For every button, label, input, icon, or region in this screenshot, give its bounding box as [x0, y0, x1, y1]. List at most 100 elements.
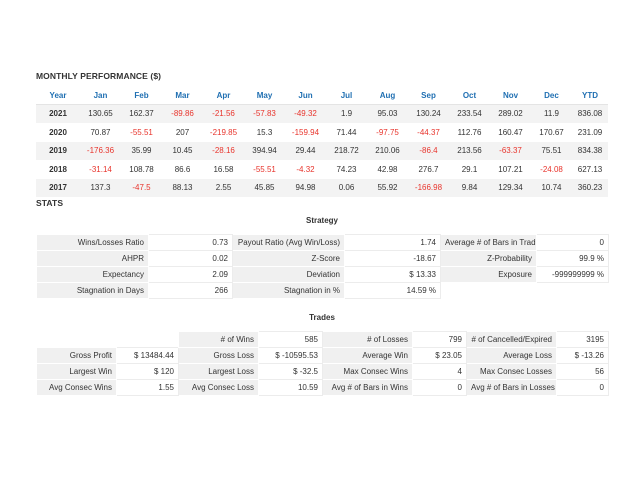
monthly-value-cell: -44.37 [408, 123, 449, 142]
strategy-label: AHPR [36, 250, 149, 267]
monthly-value-cell: 95.03 [367, 104, 408, 124]
monthly-value-cell: -24.08 [531, 160, 572, 179]
monthly-value-cell: 10.45 [162, 141, 203, 161]
trades-label: Avg Consec Loss [178, 379, 259, 396]
monthly-value-cell: 129.34 [490, 178, 531, 198]
monthly-value-cell: 16.58 [203, 160, 244, 179]
trades-label: Avg # of Bars in Losses [466, 379, 557, 396]
monthly-row: 2017 137.3 -47.5 88.13 2.55 45.85 94.98 0.06 55.… [36, 178, 608, 198]
monthly-year-cell: 2020 [36, 123, 80, 142]
strategy-label: Stagnation in Days [36, 282, 149, 299]
monthly-year-cell: 2019 [36, 141, 80, 161]
monthly-value-cell: 0.06 [326, 178, 367, 198]
monthly-value-cell: 160.47 [490, 123, 531, 142]
monthly-value-cell: 94.98 [285, 178, 326, 198]
monthly-value-cell: 170.67 [531, 123, 572, 142]
monthly-value-cell: -47.5 [121, 178, 162, 198]
monthly-value-cell: 45.85 [244, 178, 285, 198]
trades-label: Largest Loss [178, 363, 259, 380]
trades-table: # of Wins 585 # of Losses 799 # of Cancelled… [36, 331, 609, 396]
monthly-value-cell: 70.87 [80, 123, 121, 142]
strategy-value: 14.59 % [344, 282, 441, 299]
monthly-value-cell: 107.21 [490, 160, 531, 179]
strategy-value: $ 13.33 [344, 266, 441, 283]
monthly-year-cell: 2021 [36, 104, 80, 124]
strategy-value: -18.67 [344, 250, 441, 267]
strategy-value: -999999999 % [536, 266, 609, 283]
monthly-value-cell: 289.02 [490, 104, 531, 124]
monthly-header-oct: Oct [449, 86, 490, 105]
trades-label: Average Loss [466, 347, 557, 364]
monthly-header-may: May [244, 86, 285, 105]
monthly-value-cell: -89.86 [162, 104, 203, 124]
monthly-value-cell: 207 [162, 123, 203, 142]
monthly-value-cell: -176.36 [80, 141, 121, 161]
monthly-header-apr: Apr [203, 86, 244, 105]
strategy-label: Exposure [440, 266, 537, 283]
monthly-value-cell: 55.92 [367, 178, 408, 198]
monthly-value-cell: 86.6 [162, 160, 203, 179]
monthly-header-dec: Dec [531, 86, 572, 105]
monthly-value-cell: 836.08 [572, 104, 608, 124]
monthly-year-cell: 2018 [36, 160, 80, 179]
monthly-header-sep: Sep [408, 86, 449, 105]
monthly-value-cell: 11.9 [531, 104, 572, 124]
trades-value: 10.59 [258, 379, 323, 396]
monthly-header-mar: Mar [162, 86, 203, 105]
stats-title: STATS [36, 198, 64, 208]
trades-label: Max Consec Losses [466, 363, 557, 380]
trades-row: Avg Consec Wins 1.55 Avg Consec Loss 10.59 A… [36, 379, 609, 396]
trades-value: 0 [412, 379, 467, 396]
strategy-label: Payout Ratio (Avg Win/Loss) [232, 234, 345, 251]
trades-value: 56 [556, 363, 609, 380]
strategy-value [536, 282, 609, 299]
trades-value [116, 331, 179, 348]
trades-label: Average Win [322, 347, 413, 364]
trades-label: # of Wins [178, 331, 259, 348]
trades-row: Gross Profit $ 13484.44 Gross Loss $ -10595… [36, 347, 609, 364]
monthly-value-cell: 75.51 [531, 141, 572, 161]
trades-value: 4 [412, 363, 467, 380]
monthly-value-cell: 137.3 [80, 178, 121, 198]
trades-label: Avg Consec Wins [36, 379, 117, 396]
trades-value: $ -10595.53 [258, 347, 323, 364]
monthly-performance-table: Year Jan Feb Mar Apr May Jun Jul Aug Sep Oct Nov Dec… [36, 86, 608, 198]
trades-label: Gross Loss [178, 347, 259, 364]
monthly-value-cell: -55.51 [244, 160, 285, 179]
trades-label: # of Cancelled/Expired [466, 331, 557, 348]
strategy-label: Z-Probability [440, 250, 537, 267]
monthly-row: 2021 130.65 162.37 -89.86 -21.56 -57.83 -49.32… [36, 104, 608, 124]
strategy-label: Wins/Losses Ratio [36, 234, 149, 251]
monthly-header-ytd: YTD [572, 86, 608, 105]
monthly-header-jun: Jun [285, 86, 326, 105]
monthly-value-cell: 276.7 [408, 160, 449, 179]
monthly-value-cell: -49.32 [285, 104, 326, 124]
monthly-value-cell: -159.94 [285, 123, 326, 142]
monthly-value-cell: 218.72 [326, 141, 367, 161]
strategy-title: Strategy [305, 216, 338, 225]
strategy-row: AHPR 0.02 Z-Score -18.67 Z-Probability 99.9 % [36, 250, 609, 267]
monthly-value-cell: 231.09 [572, 123, 608, 142]
strategy-table: Wins/Losses Ratio 0.73 Payout Ratio (Avg W… [36, 234, 609, 299]
monthly-row: 2018 -31.14 108.78 86.6 16.58 -55.51 -4.32 74.2… [36, 160, 608, 179]
monthly-value-cell: 834.38 [572, 141, 608, 161]
trades-title: Trades [309, 313, 335, 322]
monthly-value-cell: 9.84 [449, 178, 490, 198]
monthly-value-cell: 360.23 [572, 178, 608, 198]
strategy-label: Z-Score [232, 250, 345, 267]
monthly-value-cell: 210.06 [367, 141, 408, 161]
monthly-value-cell: -4.32 [285, 160, 326, 179]
monthly-value-cell: -219.85 [203, 123, 244, 142]
monthly-header-jan: Jan [80, 86, 121, 105]
trades-label [36, 331, 117, 348]
monthly-value-cell: -97.75 [367, 123, 408, 142]
monthly-header-jul: Jul [326, 86, 367, 105]
monthly-value-cell: -55.51 [121, 123, 162, 142]
monthly-value-cell: -63.37 [490, 141, 531, 161]
monthly-row: 2019 -176.36 35.99 10.45 -28.16 394.94 29.44 21… [36, 141, 608, 161]
monthly-year-cell: 2017 [36, 178, 80, 198]
strategy-value: 0.02 [148, 250, 233, 267]
monthly-value-cell: -166.98 [408, 178, 449, 198]
strategy-value: 1.74 [344, 234, 441, 251]
monthly-header-feb: Feb [121, 86, 162, 105]
